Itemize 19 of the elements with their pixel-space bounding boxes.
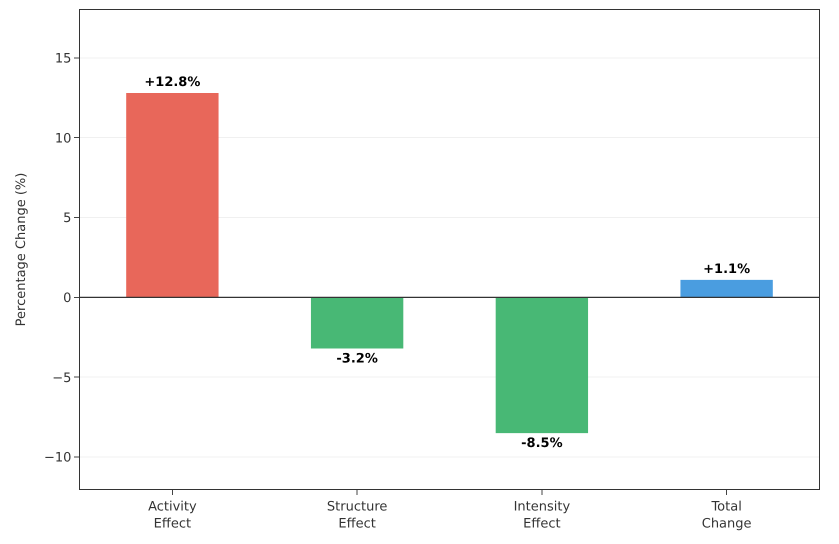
bar — [680, 280, 773, 298]
bar — [126, 93, 219, 298]
y-tick-label: −10 — [44, 450, 72, 466]
y-tick-label: 10 — [54, 131, 72, 146]
data-label: +12.8% — [144, 75, 200, 90]
data-label: -8.5% — [521, 436, 563, 452]
y-tick-label: 0 — [63, 290, 72, 306]
x-tick-label: Intensity Effect — [514, 500, 570, 532]
bar — [310, 297, 404, 348]
y-tick-label: 5 — [63, 211, 72, 226]
x-tick-label: Structure Effect — [326, 500, 388, 532]
y-tick-label: −5 — [52, 370, 72, 386]
y-axis-title: Percentage Change (%) — [14, 172, 29, 326]
x-tick-label: Total Change — [702, 500, 752, 532]
bar — [496, 297, 588, 434]
x-tick-label: Activity Effect — [148, 500, 197, 532]
data-label: +1.1% — [703, 262, 750, 277]
data-label: -3.2% — [336, 351, 378, 366]
y-tick-label: 15 — [54, 51, 72, 66]
